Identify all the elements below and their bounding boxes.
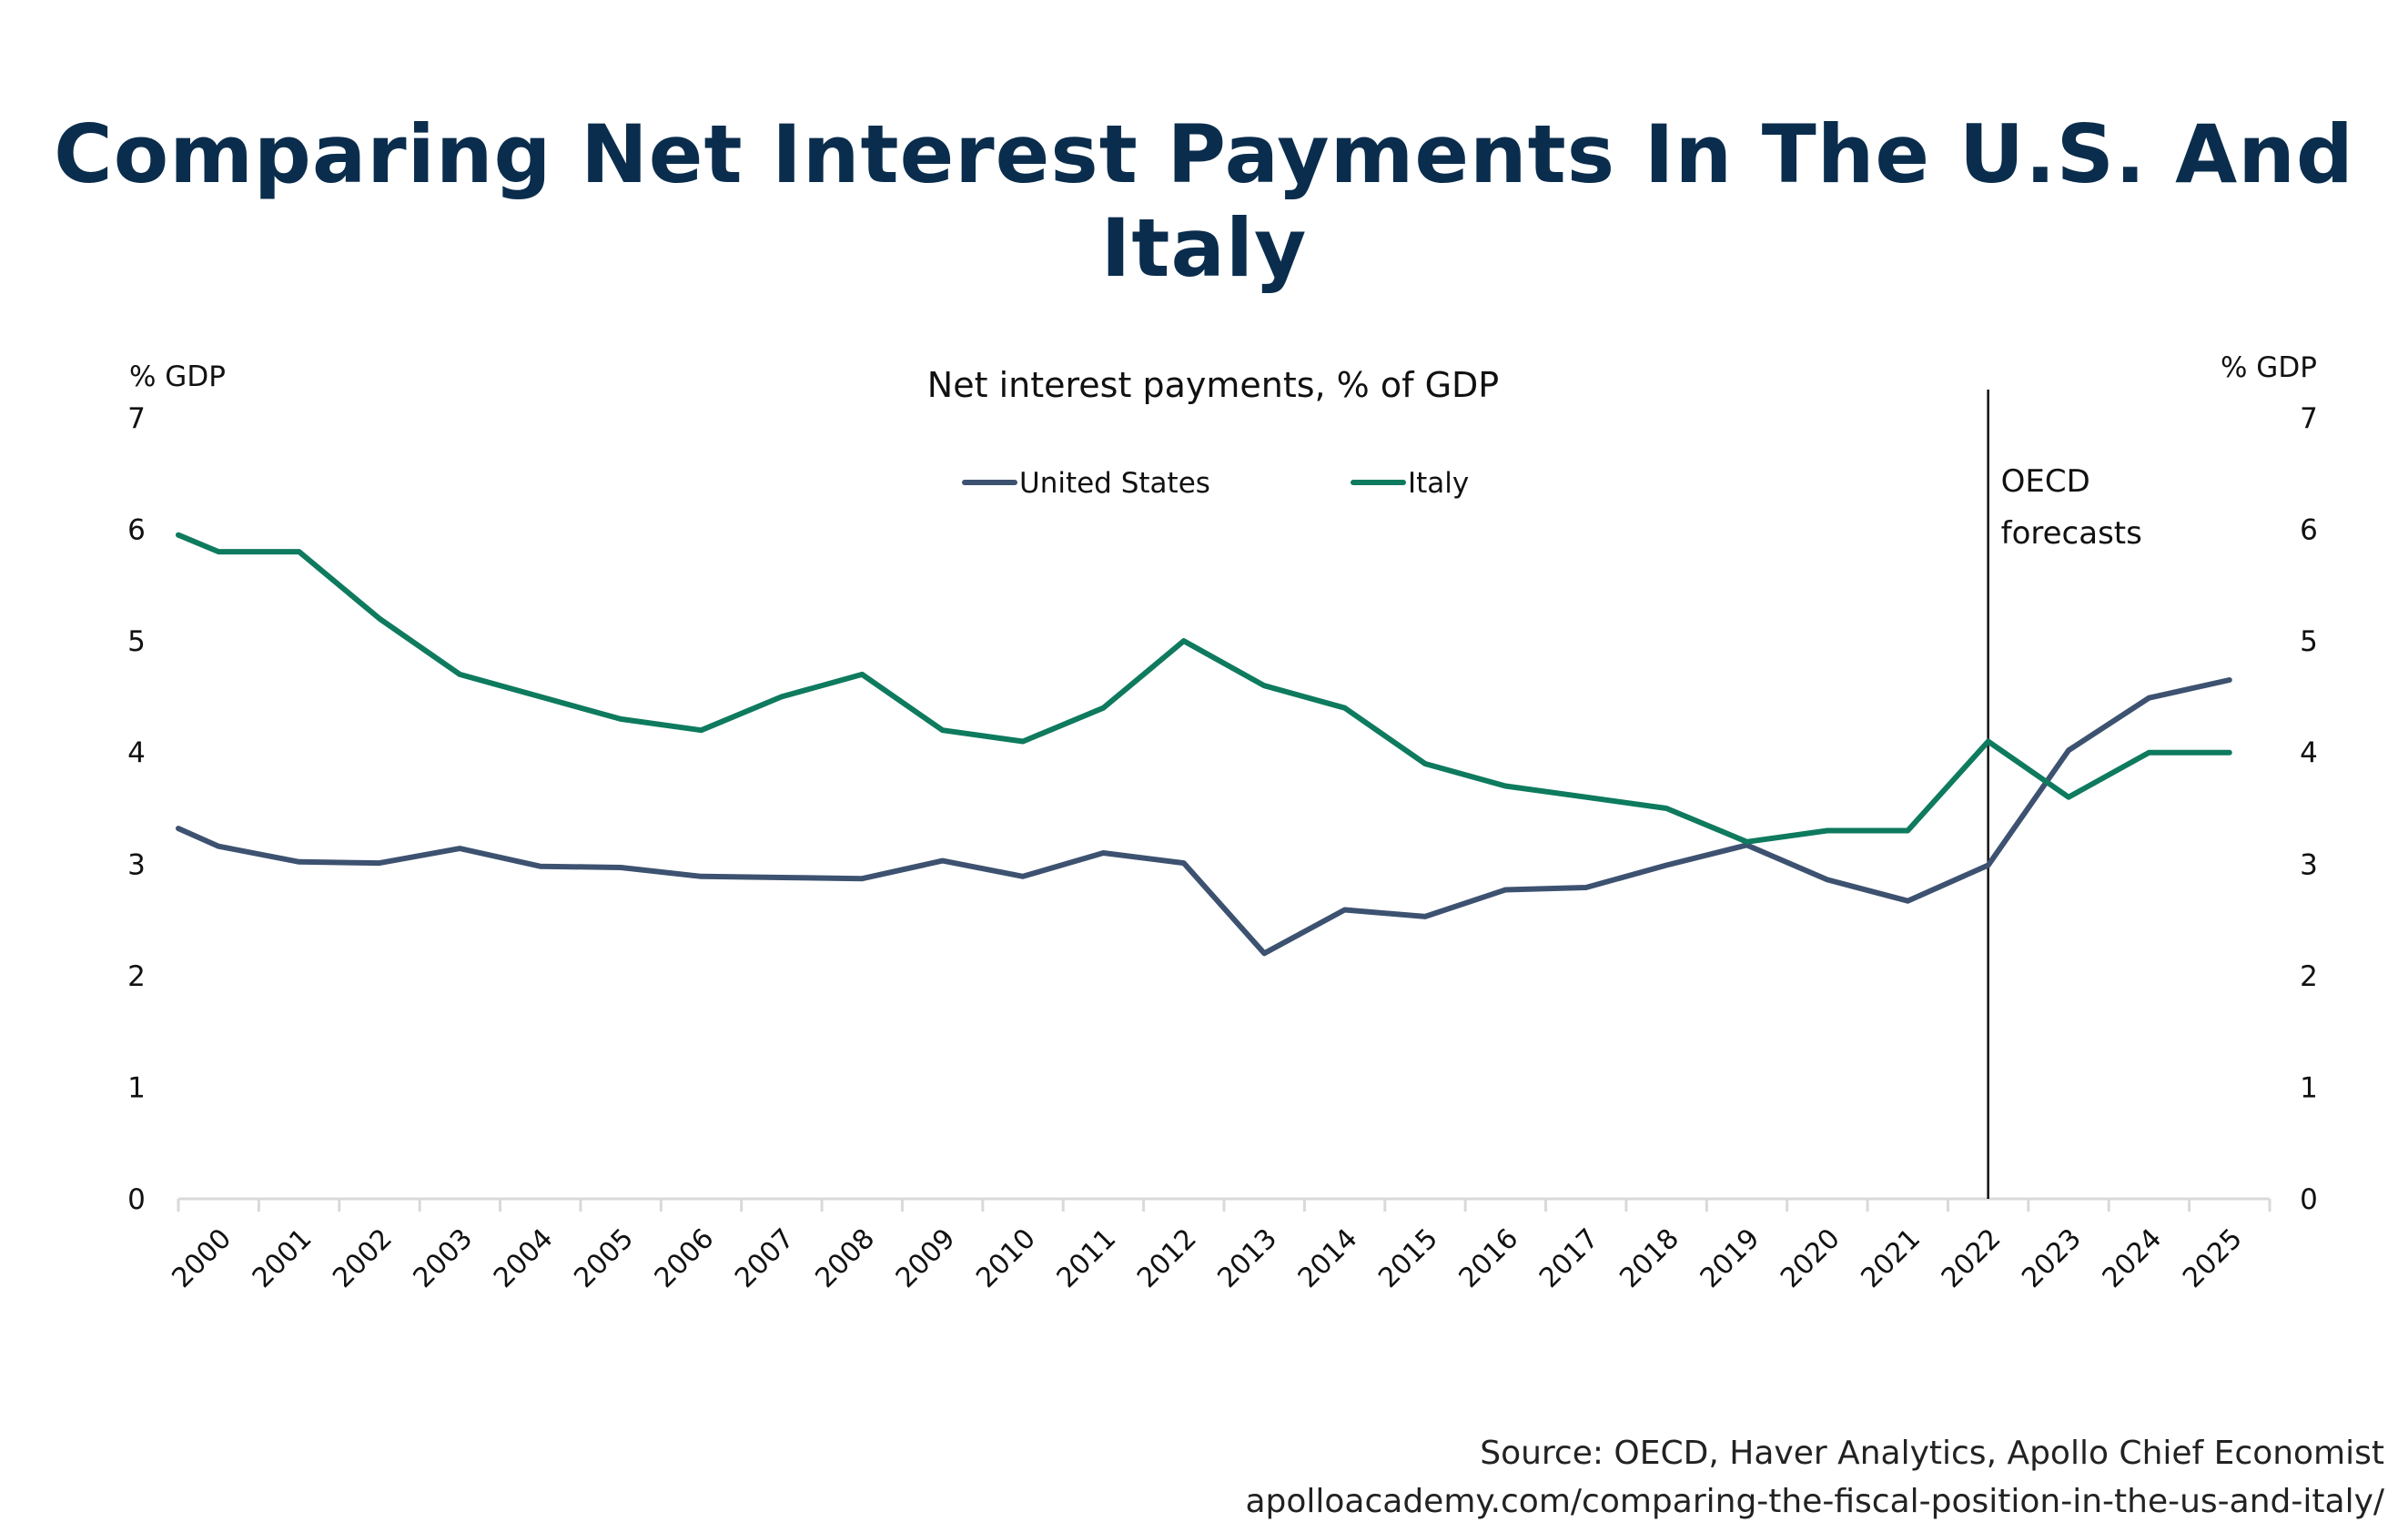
y-axis-label-left: % GDP (129, 360, 226, 393)
x-tick-label: 2016 (1453, 1223, 1525, 1294)
y-tick-label-left: 6 (127, 514, 146, 547)
forecast-label-line1: OECD (2001, 463, 2090, 500)
x-tick-label: 2015 (1372, 1223, 1444, 1294)
x-tick-label: 2008 (809, 1223, 881, 1294)
x-tick-label: 2001 (247, 1223, 319, 1294)
legend-label-united-states: United States (1019, 467, 1210, 500)
x-tick-label: 2000 (166, 1223, 238, 1294)
x-tick-label: 2003 (408, 1223, 480, 1294)
x-tick-label: 2013 (1211, 1223, 1283, 1294)
source-note: Source: OECD, Haver Analytics, Apollo Ch… (1245, 1429, 2384, 1526)
x-tick-label: 2010 (970, 1223, 1042, 1294)
y-tick-label-left: 2 (127, 960, 146, 993)
y-tick-label-left: 4 (127, 737, 146, 770)
chart-series (176, 532, 2232, 957)
y-tick-label-right: 6 (2300, 514, 2318, 547)
x-tick-label: 2005 (568, 1223, 640, 1294)
y-tick-label-right: 3 (2300, 848, 2318, 881)
y-tick-label-right: 4 (2300, 737, 2318, 770)
y-tick-label-right: 7 (2300, 402, 2318, 435)
x-tick-label: 2024 (2097, 1223, 2169, 1294)
legend-label-italy: Italy (1408, 467, 1469, 500)
page-title: Comparing Net Interest Payments In The U… (54, 107, 2354, 295)
y-tick-label-right: 5 (2300, 625, 2318, 658)
y-tick-label-left: 1 (127, 1071, 146, 1104)
x-tick-label: 2022 (1936, 1223, 2008, 1294)
series-line-italy (176, 532, 2232, 845)
y-tick-label-left: 3 (127, 848, 146, 881)
y-tick-label-left: 0 (127, 1183, 146, 1216)
source-url: apolloacademy.com/comparing-the-fiscal-p… (1245, 1483, 2384, 1520)
y-tick-label-right: 2 (2300, 960, 2318, 993)
x-tick-label: 2017 (1533, 1223, 1605, 1294)
x-tick-label: 2023 (2016, 1223, 2088, 1294)
source-text: Source: OECD, Haver Analytics, Apollo Ch… (1480, 1435, 2384, 1472)
y-tick-label-left: 7 (127, 402, 146, 435)
x-tick-label: 2014 (1292, 1223, 1364, 1294)
y-tick-label-left: 5 (127, 625, 146, 658)
x-tick-label: 2011 (1051, 1223, 1123, 1294)
x-tick-label: 2007 (729, 1223, 801, 1294)
y-axis-label-right: % GDP (2221, 351, 2317, 384)
x-tick-label: 2018 (1614, 1223, 1685, 1294)
x-tick-label: 2021 (1855, 1223, 1927, 1294)
x-tick-label: 2004 (488, 1223, 560, 1294)
x-tick-label: 2019 (1695, 1223, 1766, 1294)
y-tick-label-right: 1 (2300, 1071, 2318, 1104)
x-tick-label: 2006 (649, 1223, 721, 1294)
x-tick-label: 2009 (890, 1223, 962, 1294)
x-tick-label: 2025 (2177, 1223, 2249, 1294)
forecast-label-line2: forecasts (2001, 515, 2142, 552)
y-tick-label-right: 0 (2300, 1183, 2318, 1216)
x-tick-label: 2012 (1131, 1223, 1203, 1294)
x-tick-label: 2020 (1775, 1223, 1846, 1294)
x-tick-label: 2002 (327, 1223, 399, 1294)
series-line-united-states (176, 677, 2232, 957)
chart-labels: % GDP % GDP Net interest payments, % of GD… (129, 351, 2317, 552)
chart-axes (177, 390, 2271, 1212)
chart-title: Net interest payments, % of GDP (927, 365, 1499, 405)
